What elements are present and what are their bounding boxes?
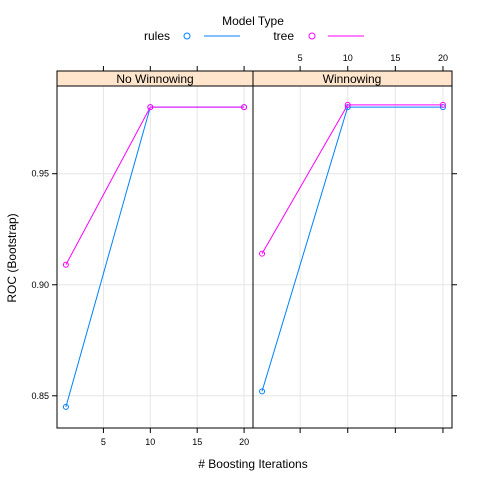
data-point-tree [439, 101, 446, 108]
data-point-tree [241, 104, 248, 111]
axes: 5 5 10 10 15 15 20 20 0.85 0.90 0.95 [31, 53, 457, 447]
data-point-rules [62, 403, 69, 410]
panel-winnowing: Winnowing [252, 70, 453, 429]
series-line-rules [65, 106, 245, 408]
grid-no-winnowing [57, 86, 253, 428]
legend-marker-tree [308, 32, 316, 40]
x-axis-label: # Boosting Iterations [198, 457, 307, 471]
data-point-tree [147, 104, 154, 111]
series-line-tree [65, 106, 245, 266]
x-tick-label-top: 20 [438, 53, 448, 63]
grid-winnowing [253, 86, 452, 428]
strip-label-winnowing: Winnowing [323, 72, 382, 86]
series-winnowing [259, 101, 446, 395]
legend: Model Type rules tree [144, 14, 364, 43]
plot-frame-winnowing [252, 85, 453, 429]
plot-frame-no-winnowing [56, 85, 254, 429]
x-tick-label-top: 5 [298, 53, 303, 63]
x-tick-label-bottom: 15 [192, 437, 202, 447]
legend-title: Model Type [222, 14, 284, 28]
panel-no-winnowing: No Winnowing [56, 70, 254, 429]
data-point-tree [344, 101, 351, 108]
x-tick-label-top: 10 [343, 53, 353, 63]
x-tick-label-bottom: 20 [239, 437, 249, 447]
x-tick-label-top: 15 [390, 53, 400, 63]
legend-label-rules: rules [144, 29, 170, 43]
y-tick-label: 0.85 [31, 391, 49, 401]
y-axis-label: ROC (Bootstrap) [5, 213, 19, 302]
y-tick-label: 0.90 [31, 280, 49, 290]
data-point-tree [259, 250, 266, 257]
data-point-tree [62, 261, 69, 268]
data-point-rules [259, 388, 266, 395]
x-tick-label-bottom: 10 [145, 437, 155, 447]
legend-label-tree: tree [273, 29, 294, 43]
series-line-rules [261, 106, 443, 392]
legend-marker-rules [183, 32, 191, 40]
x-tick-label-bottom: 5 [101, 437, 106, 447]
y-tick-label: 0.95 [31, 169, 49, 179]
series-line-tree [261, 104, 443, 254]
series-no-winnowing [62, 104, 248, 410]
strip-label-no-winnowing: No Winnowing [116, 72, 193, 86]
